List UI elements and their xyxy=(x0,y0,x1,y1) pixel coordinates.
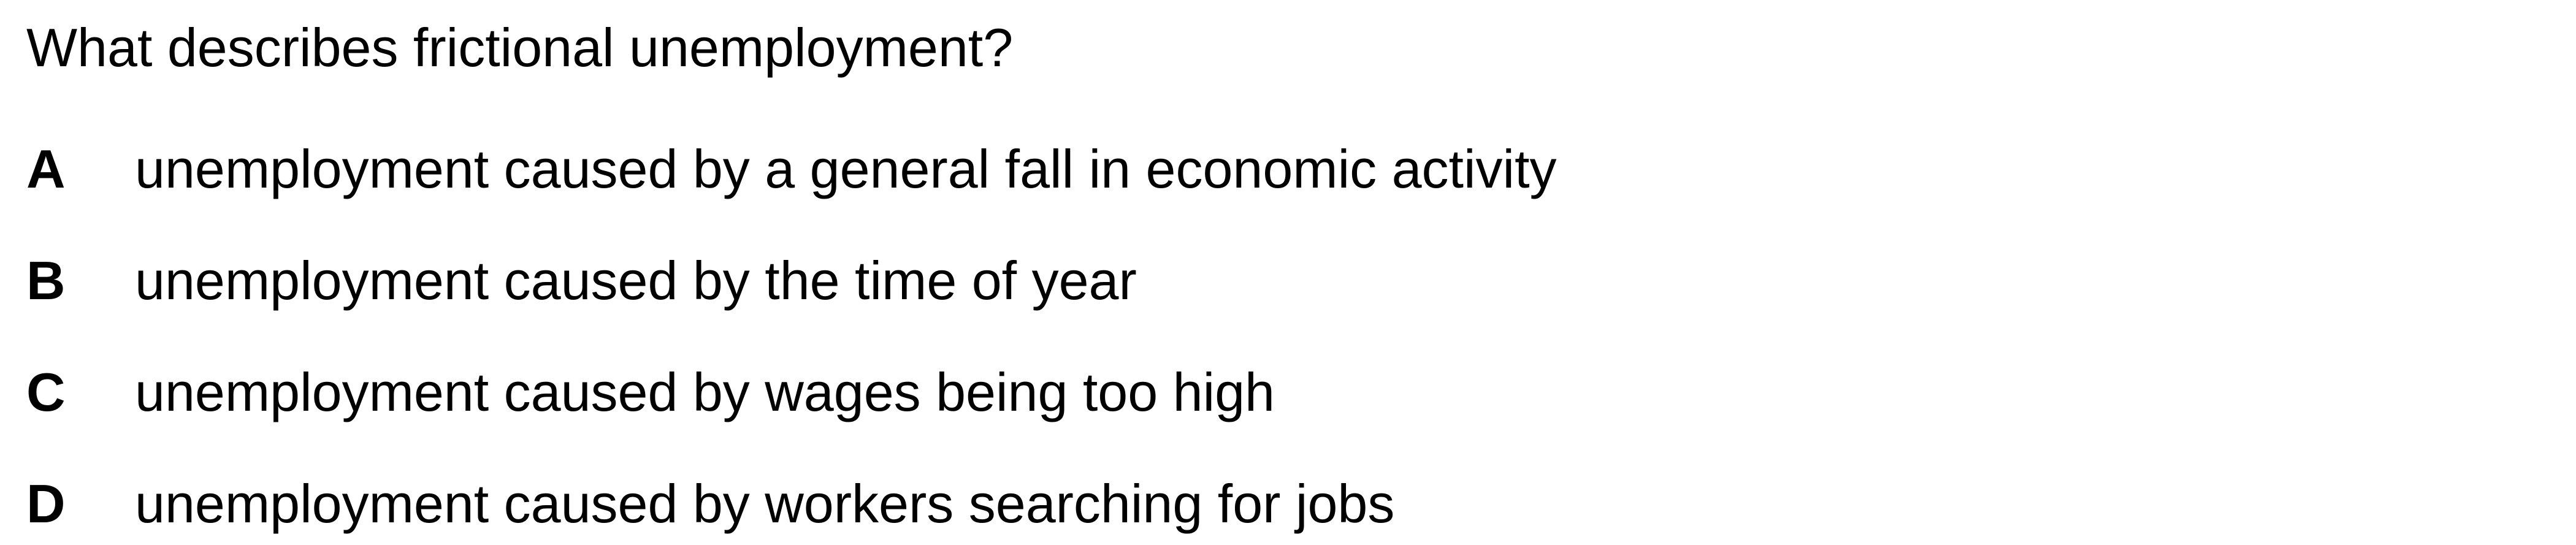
question-text: What describes frictional unemployment? xyxy=(26,17,1014,78)
option-a: A unemployment caused by a general fall … xyxy=(26,139,1557,200)
option-letter: B xyxy=(26,250,66,311)
option-letter: A xyxy=(26,139,66,199)
option-c: C unemployment caused by wages being too… xyxy=(26,362,1275,423)
option-text: unemployment caused by wages being too h… xyxy=(135,362,1275,422)
option-letter: C xyxy=(26,362,66,422)
option-text: unemployment caused by workers searching… xyxy=(135,473,1395,534)
option-text: unemployment caused by the time of year xyxy=(135,250,1137,311)
option-b: B unemployment caused by the time of yea… xyxy=(26,250,1137,311)
option-text: unemployment caused by a general fall in… xyxy=(135,139,1557,199)
option-letter: D xyxy=(26,473,66,534)
option-d: D unemployment caused by workers searchi… xyxy=(26,473,1394,535)
